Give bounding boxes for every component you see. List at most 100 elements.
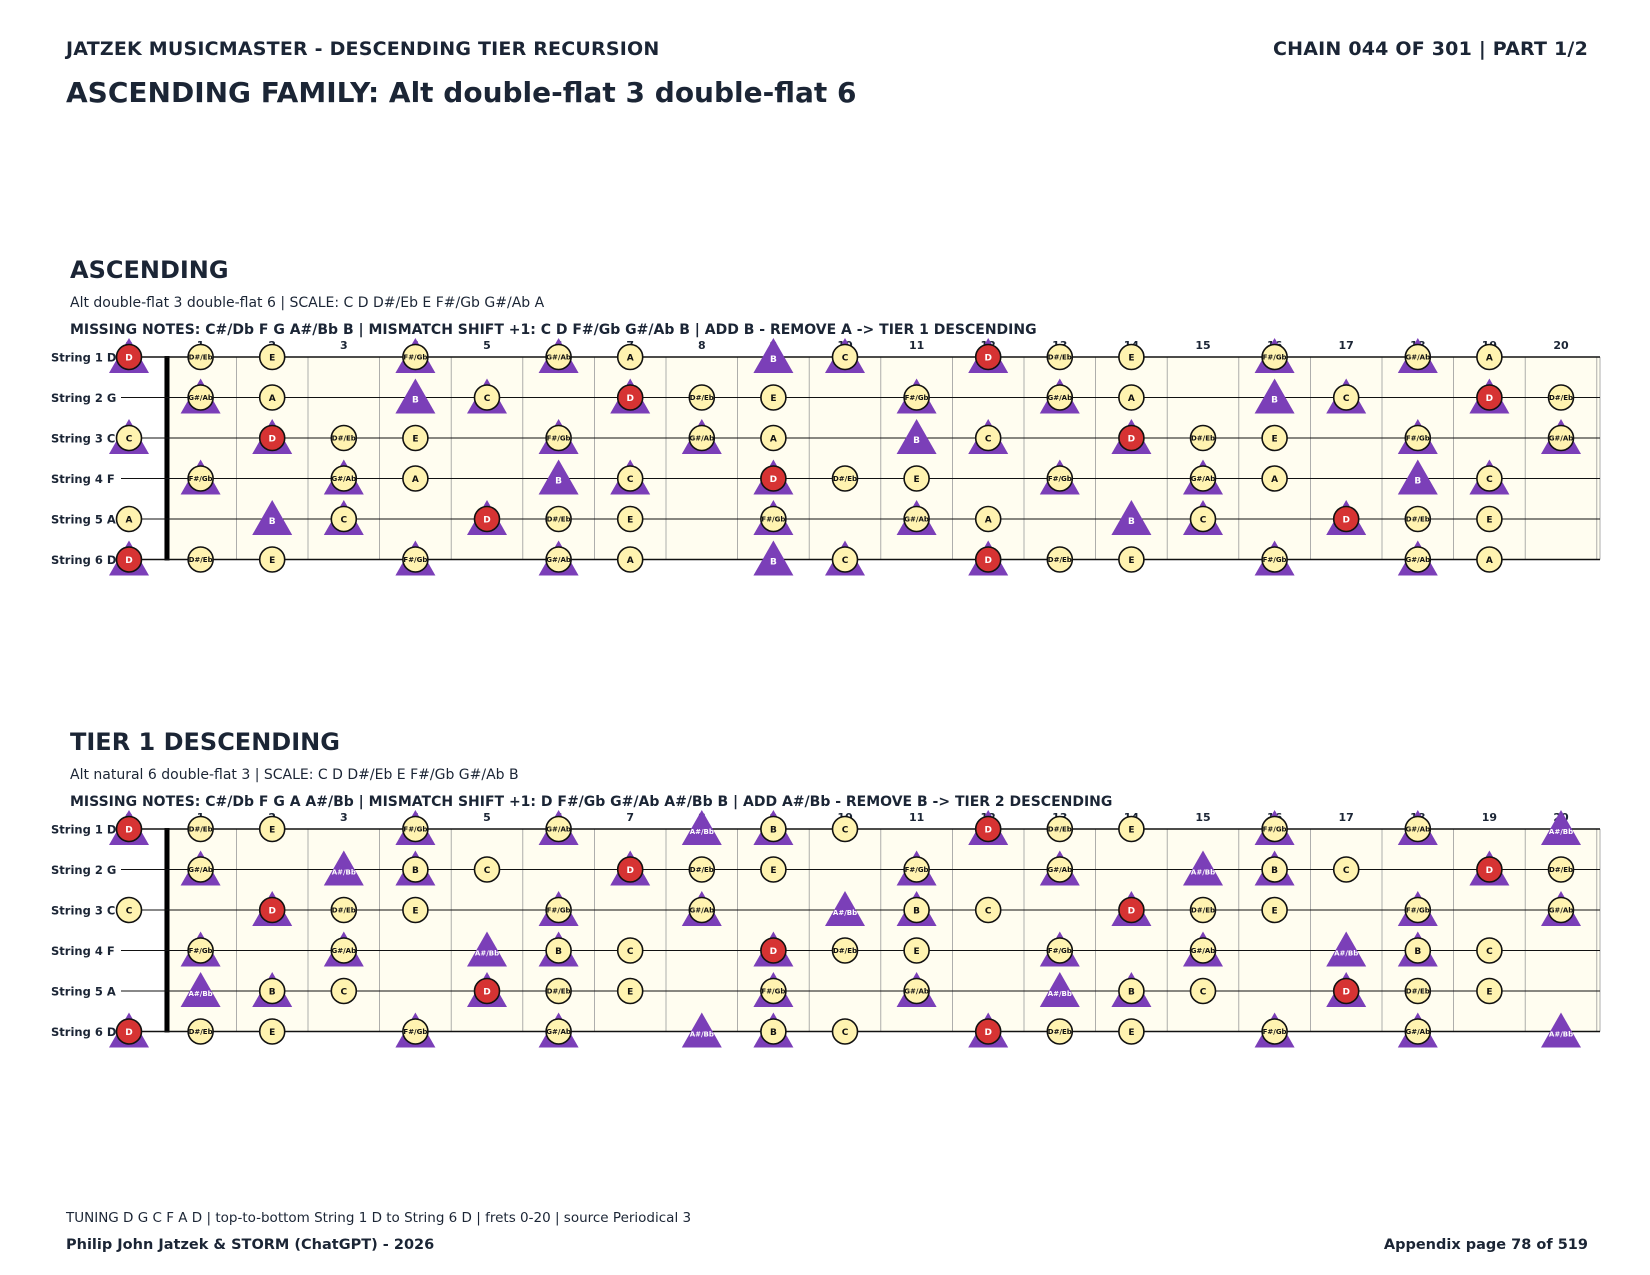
scale-note-marker: [1118, 546, 1145, 573]
note-label: E: [1486, 988, 1492, 998]
note-label: D#/Eb: [189, 1028, 213, 1036]
note-label: E: [269, 1028, 275, 1038]
note-label: G#/Ab: [1405, 556, 1430, 564]
note-label: F#/Gb: [547, 907, 571, 915]
note-label: A#/Bb: [475, 950, 499, 958]
scale-note-marker: [330, 977, 358, 1005]
scale-note-marker: [903, 856, 930, 883]
note-label: B: [1271, 866, 1278, 876]
note-label: C: [627, 475, 634, 485]
scale-note-marker: [1404, 546, 1432, 573]
scale-note-marker: [1118, 977, 1145, 1005]
scale-note-marker: [1547, 384, 1575, 411]
note-label: D#/Eb: [1549, 866, 1573, 874]
string-label: String 4 F: [51, 944, 115, 958]
scale-note-marker: [974, 424, 1002, 452]
fret-number: 3: [340, 339, 348, 352]
note-label: D#/Eb: [1406, 988, 1430, 996]
note-label: A: [985, 516, 992, 526]
scale-note-marker: [1261, 856, 1288, 883]
note-label: B: [412, 866, 419, 876]
note-label: G#/Ab: [689, 435, 714, 443]
scale-note-marker: [616, 937, 644, 964]
scale-note-marker: [903, 384, 930, 411]
scale-note-marker: [1046, 343, 1074, 371]
note-label: E: [914, 947, 920, 957]
scale-note-marker: [258, 977, 286, 1005]
fret-number: 17: [1339, 811, 1354, 824]
scale-note-marker: [545, 1018, 572, 1045]
note-label: D#/Eb: [833, 947, 857, 955]
root-note-marker: [616, 856, 644, 883]
scale-note-marker: [1046, 546, 1074, 573]
string-label: String 6 D: [51, 1025, 116, 1039]
note-label: F#/Gb: [189, 947, 213, 955]
note-label: D: [1486, 394, 1493, 404]
scale-note-marker: [545, 546, 572, 573]
note-label: E: [1128, 354, 1134, 364]
scale-note-marker: [473, 384, 501, 411]
string-label: String 3 C: [51, 904, 115, 918]
scale-note-marker: [545, 343, 572, 371]
scale-note-marker: [1404, 424, 1432, 452]
scale-note-marker: [1547, 856, 1575, 883]
note-label: B: [1414, 947, 1421, 957]
note-label: E: [412, 435, 418, 445]
shift-marker-triangle: [252, 500, 293, 535]
note-label: A: [1128, 394, 1135, 404]
scale-note-marker: [402, 856, 429, 883]
note-label: A#/Bb: [332, 869, 356, 877]
note-label: A: [1271, 475, 1278, 485]
note-label: E: [1272, 435, 1278, 445]
scale-note-marker: [760, 384, 787, 411]
note-label: D: [770, 947, 777, 957]
note-label: E: [770, 866, 776, 876]
note-label: D#/Eb: [1048, 826, 1072, 834]
note-label: D: [1342, 988, 1349, 998]
scale-note-marker: [187, 937, 214, 964]
note-label: E: [269, 556, 275, 566]
scale-note-marker: [760, 1018, 787, 1045]
root-note-marker: [974, 815, 1002, 843]
scale-note-marker: [1261, 896, 1288, 924]
scale-note-marker: [1118, 384, 1145, 411]
scale-note-marker: [760, 424, 787, 452]
section-2-subtitle: Alt natural 6 double-flat 3 | SCALE: C D…: [70, 767, 519, 783]
note-label: D: [770, 475, 777, 485]
note-label: E: [412, 907, 418, 917]
scale-note-marker: [1189, 937, 1217, 964]
note-label: E: [914, 475, 920, 485]
note-label: C: [985, 435, 992, 445]
scale-note-marker: [831, 343, 859, 371]
note-label: E: [1486, 516, 1492, 526]
note-label: D#/Eb: [547, 516, 571, 524]
note-label: B: [555, 477, 562, 487]
shift-marker-triangle: [395, 378, 436, 414]
scale-note-marker: [616, 546, 644, 573]
note-label: G#/Ab: [1405, 354, 1430, 362]
note-label: F#/Gb: [1263, 826, 1287, 834]
scale-note-marker: [1046, 1018, 1074, 1045]
fret-number: 11: [909, 339, 924, 352]
section-1-subtitle: Alt double-flat 3 double-flat 6 | SCALE:…: [70, 295, 545, 311]
root-note-marker: [1332, 977, 1360, 1005]
note-label: F#/Gb: [905, 394, 929, 402]
scale-note-marker: [688, 896, 716, 924]
footer-tuning-note: TUNING D G C F A D | top-to-bottom Strin…: [66, 1210, 692, 1226]
note-label: C: [1486, 947, 1493, 957]
scale-note-marker: [903, 937, 930, 964]
scale-note-marker: [903, 505, 930, 533]
note-label: G#/Ab: [1405, 1028, 1430, 1036]
string-label: String 1 D: [51, 823, 116, 837]
note-label: B: [1414, 477, 1421, 487]
note-label: F#/Gb: [905, 866, 929, 874]
scale-note-marker: [1476, 937, 1503, 964]
note-label: D: [483, 516, 490, 526]
scale-note-marker: [1118, 815, 1145, 843]
scale-note-marker: [402, 465, 429, 492]
scale-note-marker: [1476, 546, 1503, 573]
note-label: G#/Ab: [331, 475, 356, 483]
root-note-marker: [1476, 856, 1503, 883]
note-label: D: [984, 556, 991, 566]
scale-note-marker: [1046, 384, 1074, 411]
